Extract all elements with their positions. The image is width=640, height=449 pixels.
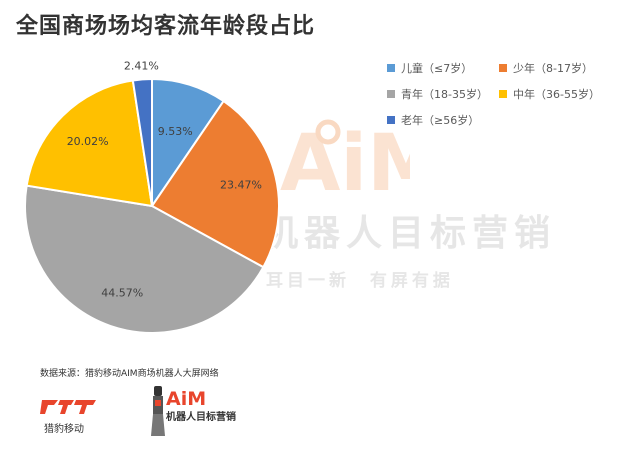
legend-item-senior: 老年（≥56岁） — [387, 112, 479, 128]
data-label-youth: 44.57% — [101, 286, 143, 299]
aim-logo-text: 机器人目标营销 — [166, 412, 236, 423]
pie-slice-middle-age — [25, 79, 154, 208]
legend-label: 中年（36-55岁） — [513, 88, 600, 101]
legend-swatch — [387, 64, 395, 72]
legend-label: 青年（18-35岁） — [401, 88, 488, 101]
data-label-middle-age: 20.02% — [67, 135, 109, 148]
pie-data-labels: 9.53% 23.47% 44.57% 20.02% 2.41% — [67, 59, 262, 299]
legend-item-child: 儿童（≤7岁） — [387, 60, 472, 76]
pie-slices — [24, 77, 280, 334]
aim-logo-brand: AiM — [166, 388, 206, 408]
pie-slice-senior — [131, 77, 153, 207]
cheetah-mark-icon — [40, 400, 96, 414]
chart-title: 全国商场场均客流年龄段占比 — [16, 14, 316, 39]
aim-brand-mark: AiM — [166, 388, 206, 408]
pie-slice-child — [151, 77, 225, 210]
legend-item-youth: 青年（18-35岁） — [387, 86, 488, 102]
legend-swatch — [499, 64, 507, 72]
legend-label: 老年（≥56岁） — [401, 114, 480, 127]
pie-slice-teen — [150, 99, 280, 269]
legend-swatch — [387, 116, 395, 124]
legend-label: 儿童（≤7岁） — [401, 62, 473, 75]
data-source-note: 数据来源：猎豹移动AIM商场机器人大屏网络 — [40, 369, 219, 379]
robot-icon — [151, 386, 165, 436]
cheetah-logo-text: 猎豹移动 — [44, 424, 84, 435]
legend-label: 少年（8-17岁） — [513, 62, 593, 75]
data-label-senior: 2.41% — [124, 59, 159, 72]
aim-logo: AiM 机器人目标营销 — [150, 384, 260, 440]
legend-swatch — [499, 90, 507, 98]
data-label-child: 9.53% — [158, 125, 193, 138]
legend-item-teen: 少年（8-17岁） — [499, 60, 593, 76]
pie-slice-youth — [24, 184, 265, 334]
legend-item-middle-age: 中年（36-55岁） — [499, 86, 600, 102]
cheetah-logo: 猎豹移动 — [38, 396, 108, 436]
data-label-teen: 23.47% — [220, 179, 262, 192]
legend-swatch — [387, 90, 395, 98]
